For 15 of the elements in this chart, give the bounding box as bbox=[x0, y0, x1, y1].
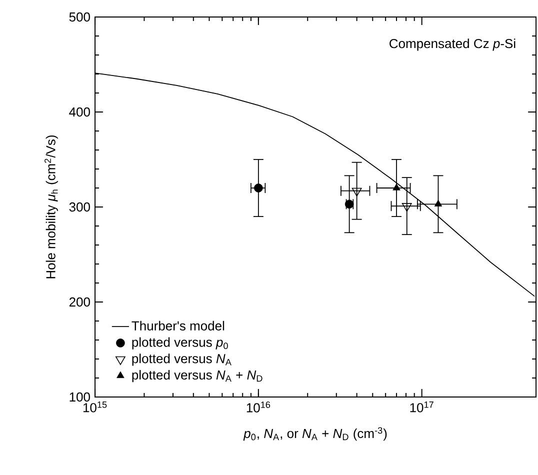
legend-label: Thurber's model bbox=[132, 320, 224, 330]
y-tick-label: 100 bbox=[70, 392, 90, 402]
text: p$_{0}$, N$_{A}$, or N$_{A}$ + N$_{D}$ (cm$^{-3}$) bbox=[243, 427, 387, 441]
legend-label: plotted versus p$_{0}$ bbox=[132, 337, 228, 350]
y-tick-label: 300 bbox=[69, 202, 90, 212]
y-axis-title: Hole mobility μ$_{h}$ (cm$^{2}$/Vs) bbox=[44, 135, 58, 278]
legend-label: plotted versus N$_{A}$ + N$_{D}$ bbox=[132, 370, 262, 382]
y-tick-label: 500 bbox=[69, 12, 90, 22]
annotation: Compensated Cz p-Si bbox=[390, 38, 516, 51]
x-tick-label: 10$^{17}$ bbox=[410, 402, 434, 412]
legend-label: plotted versus N$_{A}$ bbox=[132, 354, 232, 366]
x-tick-label: 10$^{16}$ bbox=[246, 402, 270, 412]
y-tick-label: 200 bbox=[69, 297, 90, 307]
y-tick-label: 400 bbox=[69, 107, 90, 117]
x-tick-label: 10$^{15}$ bbox=[83, 402, 107, 412]
